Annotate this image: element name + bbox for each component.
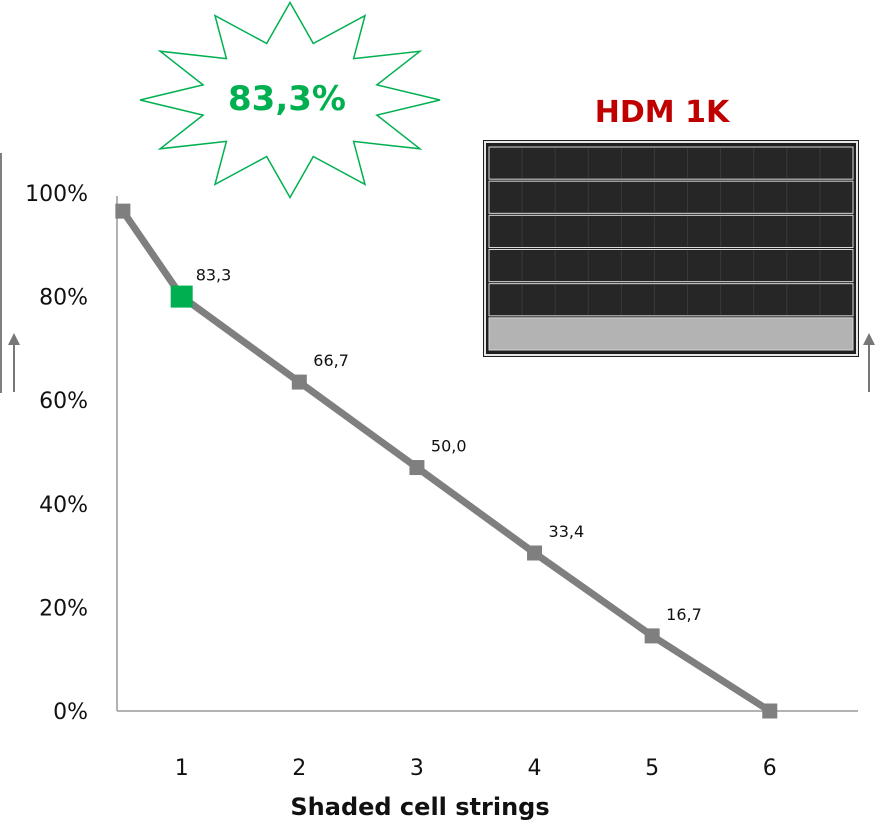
- x-tick-label: 3: [410, 756, 424, 781]
- panel-row-shaded: [488, 317, 854, 351]
- y-tick-label: 60%: [39, 389, 88, 414]
- data-label: 66,7: [313, 351, 349, 370]
- x-tick-label: 2: [292, 756, 306, 781]
- data-point: [527, 545, 543, 561]
- y-tick-label: 20%: [39, 596, 88, 621]
- data-point: [762, 703, 778, 719]
- left-up-arrow-icon: [8, 333, 20, 392]
- data-label: 16,7: [666, 605, 702, 624]
- right-up-arrow-icon: [863, 333, 875, 392]
- x-axis-title: Shaded cell strings: [290, 793, 549, 821]
- highlight-marker: [170, 285, 193, 308]
- y-tick-label: 40%: [39, 493, 88, 518]
- starburst-shape: [139, 0, 441, 200]
- panel-title: HDM 1K: [595, 95, 731, 130]
- data-point: [409, 460, 425, 476]
- y-tick-label: 0%: [53, 700, 88, 725]
- data-label: 33,4: [549, 522, 585, 541]
- data-point: [644, 628, 660, 644]
- panel-row: [488, 249, 854, 283]
- panel-row: [488, 214, 854, 248]
- panel-row: [488, 180, 854, 214]
- data-point: [291, 374, 307, 390]
- badge-value: 83,3%: [228, 79, 346, 119]
- x-tick-label: 1: [175, 756, 189, 781]
- panel-row: [488, 146, 854, 180]
- data-label: 83,3: [196, 266, 232, 285]
- panel-row: [488, 283, 854, 317]
- x-tick-label: 4: [528, 756, 542, 781]
- panel-outline: [484, 141, 858, 356]
- solar-panel: HDM 1K: [483, 95, 859, 357]
- x-tick-label: 6: [763, 756, 777, 781]
- data-label: 50,0: [431, 437, 467, 456]
- y-tick-label: 100%: [25, 182, 88, 207]
- data-point: [115, 203, 131, 219]
- x-tick-label: 5: [645, 756, 659, 781]
- y-tick-label: 80%: [39, 286, 88, 311]
- highlight-badge: 83,3%: [139, 0, 441, 200]
